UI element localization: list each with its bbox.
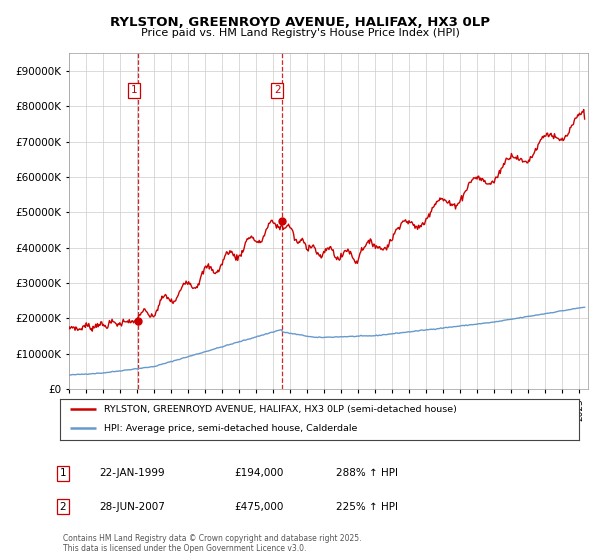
- Text: 1: 1: [59, 468, 67, 478]
- Text: 288% ↑ HPI: 288% ↑ HPI: [336, 468, 398, 478]
- Text: RYLSTON, GREENROYD AVENUE, HALIFAX, HX3 0LP: RYLSTON, GREENROYD AVENUE, HALIFAX, HX3 …: [110, 16, 490, 29]
- Text: RYLSTON, GREENROYD AVENUE, HALIFAX, HX3 0LP (semi-detached house): RYLSTON, GREENROYD AVENUE, HALIFAX, HX3 …: [104, 405, 457, 414]
- Text: 2: 2: [59, 502, 67, 512]
- Text: 2: 2: [274, 85, 281, 95]
- Text: 225% ↑ HPI: 225% ↑ HPI: [336, 502, 398, 512]
- Text: 28-JUN-2007: 28-JUN-2007: [99, 502, 165, 512]
- Text: £475,000: £475,000: [234, 502, 283, 512]
- Text: Contains HM Land Registry data © Crown copyright and database right 2025.
This d: Contains HM Land Registry data © Crown c…: [63, 534, 361, 553]
- Text: £194,000: £194,000: [234, 468, 283, 478]
- Text: HPI: Average price, semi-detached house, Calderdale: HPI: Average price, semi-detached house,…: [104, 424, 358, 433]
- Text: 22-JAN-1999: 22-JAN-1999: [99, 468, 164, 478]
- Text: Price paid vs. HM Land Registry's House Price Index (HPI): Price paid vs. HM Land Registry's House …: [140, 28, 460, 38]
- Text: 1: 1: [131, 85, 137, 95]
